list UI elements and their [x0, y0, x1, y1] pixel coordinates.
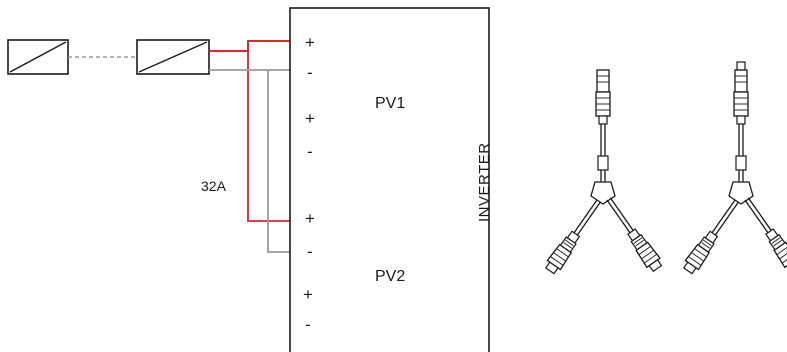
pv-panel-icon [136, 39, 210, 75]
positive-wire-pv1 [209, 40, 290, 52]
pv2-minus-terminal: - [307, 242, 313, 261]
inverter-label: INVERTER [476, 142, 493, 222]
current-label: 32A [201, 178, 227, 194]
pv2-plus-terminal: + [305, 209, 315, 228]
inverter-box [289, 7, 490, 352]
positive-wire [209, 40, 290, 52]
pv1-minus-terminal-2: - [307, 142, 313, 161]
y-branch-connector-icon [542, 69, 665, 277]
pv2-minus-terminal-2: - [305, 315, 311, 334]
pv1-label: PV1 [375, 95, 405, 112]
pv1-plus-terminal-2: + [305, 109, 315, 128]
pv-panel-icon [7, 39, 69, 75]
pv2-plus-terminal-2: + [303, 285, 313, 304]
pv1-minus-terminal: - [307, 63, 313, 82]
pv1-plus-terminal: + [305, 33, 315, 52]
positive-wire-pv2 [247, 51, 290, 222]
negative-wire-pv2 [267, 70, 290, 253]
y-branch-connector-icon [680, 61, 787, 277]
pv2-label: PV2 [375, 268, 405, 285]
